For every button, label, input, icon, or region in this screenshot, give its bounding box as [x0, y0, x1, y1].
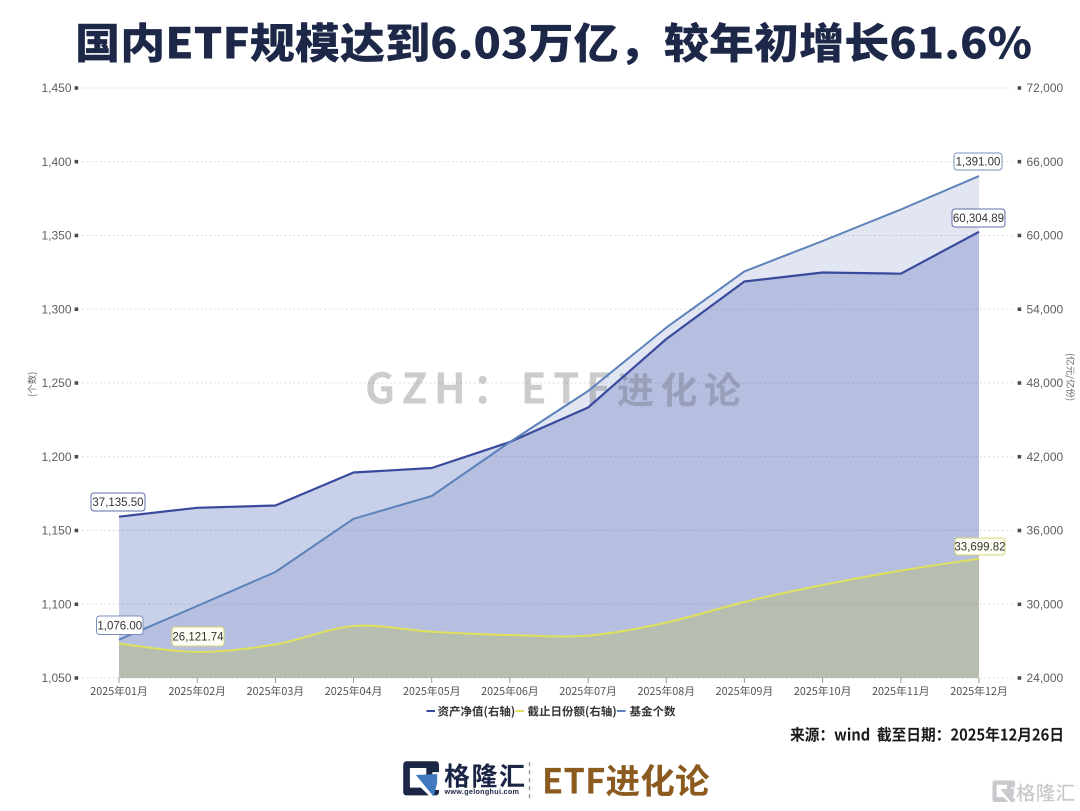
svg-text:www.gelonghui.com: www.gelonghui.com [444, 787, 520, 796]
svg-text:1,100: 1,100 [41, 598, 71, 612]
svg-text:48,000: 48,000 [1027, 376, 1064, 390]
svg-text:24,000: 24,000 [1027, 671, 1064, 685]
svg-text:1,250: 1,250 [41, 376, 71, 390]
svg-text:30,000: 30,000 [1027, 598, 1064, 612]
svg-text:1,400: 1,400 [41, 155, 71, 169]
svg-text:37,135.50: 37,135.50 [92, 497, 143, 509]
svg-text:1,450: 1,450 [41, 81, 71, 95]
svg-text:42,000: 42,000 [1027, 450, 1064, 464]
svg-text:1,050: 1,050 [41, 671, 71, 685]
svg-text:60,304.89: 60,304.89 [953, 213, 1004, 225]
svg-text:1,076.00: 1,076.00 [97, 620, 142, 632]
svg-text:1,391.00: 1,391.00 [956, 157, 1001, 169]
svg-text:1,150: 1,150 [41, 524, 71, 538]
svg-text:33,699.82: 33,699.82 [954, 542, 1005, 554]
svg-text:72,000: 72,000 [1027, 81, 1064, 95]
svg-text:36,000: 36,000 [1027, 524, 1064, 538]
svg-text:66,000: 66,000 [1027, 155, 1064, 169]
svg-text:60,000: 60,000 [1027, 229, 1064, 243]
svg-text:1,300: 1,300 [41, 302, 71, 316]
svg-text:1,200: 1,200 [41, 450, 71, 464]
svg-text:54,000: 54,000 [1027, 302, 1064, 316]
svg-text:1,350: 1,350 [41, 229, 71, 243]
svg-text:26,121.74: 26,121.74 [172, 632, 224, 644]
